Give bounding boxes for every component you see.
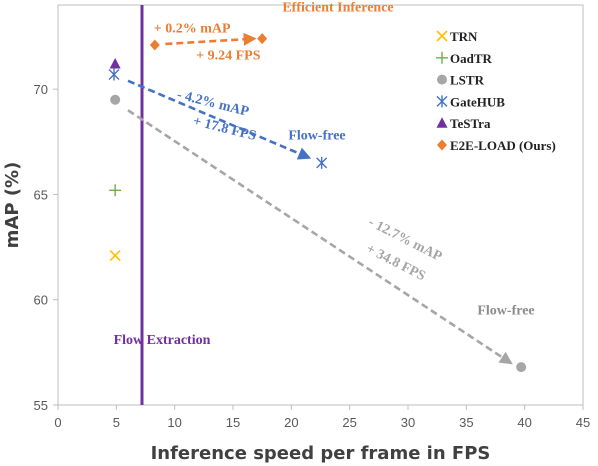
flow-extraction-line-group: Flow Extraction <box>114 5 211 405</box>
point-testra <box>109 57 121 69</box>
axes: 0 5 10 15 20 25 30 35 40 45 55 60 65 70 Inference spee… <box>2 4 590 464</box>
annotation-flow-free: Flow-free <box>477 303 534 318</box>
x-tick-label: 20 <box>284 415 298 430</box>
flow-extraction-label: Flow Extraction <box>114 333 211 348</box>
point-lstr <box>516 362 527 373</box>
legend-marker-testra <box>436 117 448 128</box>
annotations: Efficient Inference + 0.2% mAP + 9.24 FPS -… <box>154 0 535 318</box>
arrows <box>127 32 513 365</box>
point-gatehub <box>316 156 328 169</box>
legend-label-oadtr: OadTR <box>450 51 493 66</box>
y-tick-label: 60 <box>34 293 48 308</box>
y-tick-label: 65 <box>34 187 48 202</box>
legend-marker-trn <box>436 30 448 42</box>
x-tick-label: 25 <box>342 415 356 430</box>
x-tick-label: 45 <box>576 415 590 430</box>
x-axis-title: Inference speed per frame in FPS <box>151 443 491 464</box>
annotation-9-24-fps: + 9.24 FPS <box>196 49 261 64</box>
y-axis-title: mAP (%) <box>2 162 23 249</box>
y-tick-label: 70 <box>34 82 48 97</box>
x-tick-label: 15 <box>226 415 240 430</box>
legend-label-testra: TeSTra <box>450 116 491 131</box>
point-gatehub <box>108 68 120 81</box>
x-tick-label: 0 <box>54 415 61 430</box>
annotation-efficient-inference: Efficient Inference <box>282 0 393 15</box>
annotation-0-2-map: + 0.2% mAP <box>154 21 231 36</box>
plot-frame <box>57 4 584 406</box>
legend-marker-e2e-load-ours <box>437 139 447 151</box>
legend-label-lstr: LSTR <box>450 73 485 88</box>
legend-marker-gatehub <box>436 95 448 108</box>
legend-label-e2e-load-ours: E2E-LOAD (Ours) <box>450 138 556 153</box>
legend-marker-oadtr <box>436 51 448 64</box>
point-trn <box>109 249 121 262</box>
legend: TRN OadTR LSTR GateHUB TeSTra E2E-LOAD (Ours) <box>436 29 556 153</box>
annotation-flow-free: Flow-free <box>288 129 345 144</box>
point-oadtr <box>109 184 122 197</box>
point-lstr <box>110 94 121 105</box>
legend-label-gatehub: GateHUB <box>450 94 505 109</box>
x-tick-label: 10 <box>167 415 181 430</box>
x-tick-label: 5 <box>113 415 120 430</box>
annotation-4-2-map: - 4.2% mAP <box>175 88 250 120</box>
trend-arrow <box>165 32 257 46</box>
x-tick-label: 30 <box>401 415 415 430</box>
x-tick-label: 40 <box>517 415 531 430</box>
data-points <box>108 33 527 373</box>
point-e2e-load-ours <box>149 39 160 51</box>
legend-marker-lstr <box>437 74 447 85</box>
legend-label-trn: TRN <box>450 29 478 44</box>
annotation-17-8-fps: + 17.8 FPS <box>191 114 257 144</box>
y-tick-label: 55 <box>34 398 48 413</box>
point-e2e-load-ours <box>257 33 268 45</box>
x-tick-label: 35 <box>459 415 473 430</box>
